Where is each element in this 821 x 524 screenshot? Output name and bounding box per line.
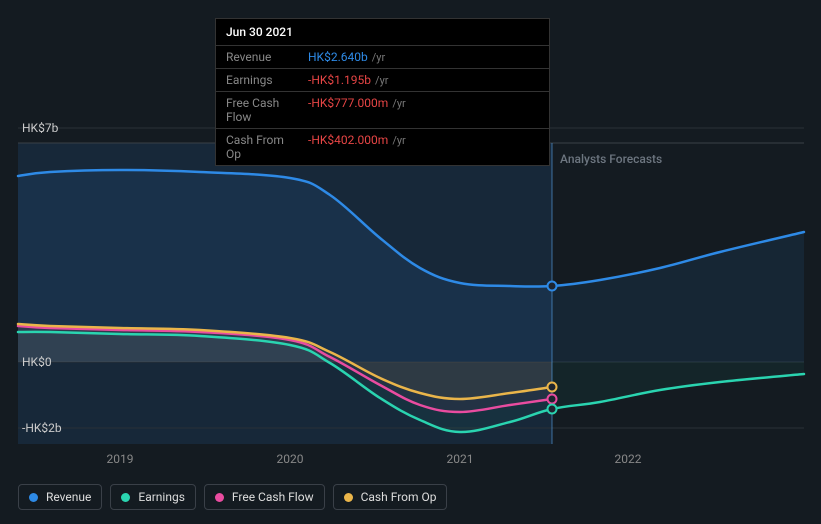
tooltip-row: Cash From Op-HK$402.000m/yr bbox=[216, 129, 549, 165]
x-tick-label: 2020 bbox=[277, 452, 304, 466]
legend-item[interactable]: Earnings bbox=[110, 484, 196, 510]
legend-dot-icon bbox=[29, 493, 38, 502]
legend-item[interactable]: Free Cash Flow bbox=[204, 484, 325, 510]
tooltip-row: RevenueHK$2.640b/yr bbox=[216, 46, 549, 69]
legend-label: Free Cash Flow bbox=[232, 490, 314, 504]
tooltip-label: Earnings bbox=[216, 69, 308, 91]
tooltip-value: -HK$402.000m/yr bbox=[308, 129, 416, 165]
tooltip-label: Cash From Op bbox=[216, 129, 308, 165]
y-tick-label: -HK$2b bbox=[22, 421, 62, 435]
chart-legend: Revenue Earnings Free Cash Flow Cash From O… bbox=[18, 484, 447, 510]
tooltip-row: Earnings-HK$1.195b/yr bbox=[216, 69, 549, 92]
legend-label: Revenue bbox=[46, 490, 91, 504]
legend-dot-icon bbox=[344, 493, 353, 502]
financial-chart: HK$7bHK$0-HK$2b 2019202020212022 Past An… bbox=[0, 0, 821, 524]
legend-item[interactable]: Cash From Op bbox=[333, 484, 448, 510]
chart-tooltip: Jun 30 2021 RevenueHK$2.640b/yrEarnings-… bbox=[215, 18, 550, 166]
tooltip-value: HK$2.640b/yr bbox=[308, 46, 395, 68]
tooltip-value: -HK$777.000m/yr bbox=[308, 92, 416, 128]
tooltip-row: Free Cash Flow-HK$777.000m/yr bbox=[216, 92, 549, 129]
x-tick-label: 2019 bbox=[107, 452, 134, 466]
y-tick-label: HK$7b bbox=[22, 121, 58, 135]
x-tick-label: 2022 bbox=[615, 452, 642, 466]
x-tick-label: 2021 bbox=[447, 452, 474, 466]
legend-label: Earnings bbox=[138, 490, 185, 504]
tooltip-value: -HK$1.195b/yr bbox=[308, 69, 399, 91]
y-tick-label: HK$0 bbox=[22, 355, 52, 369]
tooltip-label: Revenue bbox=[216, 46, 308, 68]
tooltip-label: Free Cash Flow bbox=[216, 92, 308, 128]
section-label-forecast: Analysts Forecasts bbox=[560, 152, 662, 166]
legend-dot-icon bbox=[121, 493, 130, 502]
tooltip-date: Jun 30 2021 bbox=[216, 19, 549, 46]
legend-item[interactable]: Revenue bbox=[18, 484, 102, 510]
legend-label: Cash From Op bbox=[361, 490, 437, 504]
legend-dot-icon bbox=[215, 493, 224, 502]
